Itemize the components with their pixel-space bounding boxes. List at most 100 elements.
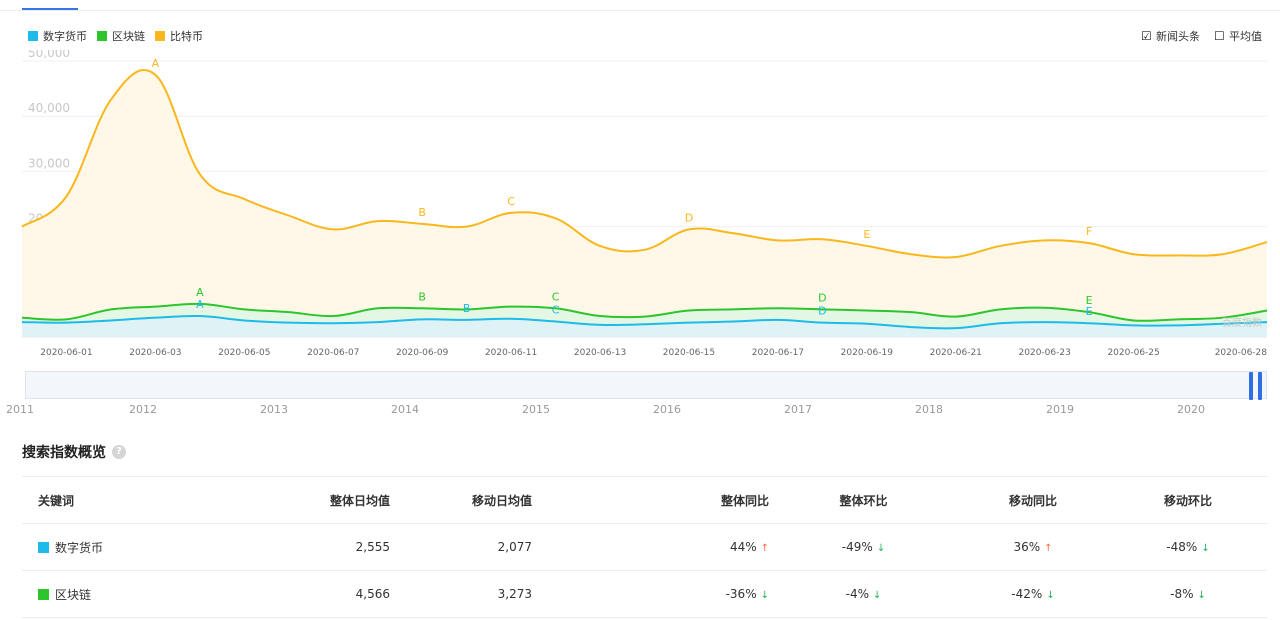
header-mobile-avg: 移动日均值	[391, 476, 533, 524]
series-line-0	[21, 69, 1268, 259]
event-marker-C: C	[552, 290, 560, 303]
cell-overall-mom: -49% ↓	[770, 523, 957, 571]
pct-value: 44%	[729, 540, 757, 554]
header-mobile-yoy: 移动同比	[957, 476, 1109, 524]
header-overall-mom: 整体环比	[770, 476, 957, 524]
navigator-year-label: 2016	[653, 403, 681, 416]
table-header-row: 关键词 整体日均值 移动日均值 整体同比 整体环比 移动同比 移动环比	[22, 476, 1267, 524]
x-tick-label: 2020-06-17	[752, 348, 804, 358]
event-marker-F: F	[1086, 225, 1092, 238]
header-mobile-mom: 移动环比	[1109, 476, 1267, 524]
cell-mobile-yoy: 36% ↑	[957, 523, 1109, 571]
event-marker-B: B	[418, 290, 426, 303]
legend-label: 比特币	[170, 30, 203, 43]
arrow-down-icon: ↓	[760, 590, 769, 601]
event-marker-E: E	[863, 228, 870, 241]
navigator-year-label: 2012	[129, 403, 157, 416]
legend-label: 数字货币	[43, 30, 87, 43]
cell-mobile-yoy: -42% ↓	[957, 570, 1109, 618]
arrow-down-icon: ↓	[1046, 590, 1055, 601]
news-headlines-toggle[interactable]: ☑ 新闻头条	[1141, 28, 1200, 44]
legend-item-bitcoin[interactable]: 比特币	[155, 28, 203, 44]
arrow-down-icon: ↓	[876, 543, 886, 554]
event-marker-A: A	[196, 286, 204, 299]
keyword-swatch	[38, 541, 49, 553]
keyword-text: 数字货币	[55, 540, 104, 555]
cell-keyword: 区块链	[22, 570, 269, 618]
event-marker-E: E	[1086, 305, 1093, 318]
help-icon[interactable]: ?	[112, 445, 126, 459]
arrow-down-icon: ↓	[1201, 543, 1210, 554]
time-range-navigator[interactable]	[25, 371, 1267, 400]
watermark: 百度指数	[1222, 316, 1262, 329]
navigator-handle-right[interactable]	[1258, 372, 1262, 400]
navigator-year-axis: 2011 2012 2013 2014 2015 2016 2017 2018 2019 2020	[0, 403, 1280, 419]
legend-swatch	[155, 31, 165, 41]
navigator-year-label: 2017	[784, 403, 812, 416]
pct-value: -48%	[1166, 540, 1198, 554]
header-keyword: 关键词	[22, 476, 269, 524]
event-marker-C: C	[552, 304, 560, 317]
navigator-year-label: 2011	[6, 403, 34, 416]
summary-title-text: 搜索指数概览	[22, 445, 106, 461]
legend-item-digital-currency[interactable]: 数字货币	[28, 28, 87, 44]
table-row: 区块链 4,566 3,273 -36% ↓ -4% ↓ -42% ↓ -8% ↓	[22, 570, 1267, 618]
pct-value: -36%	[725, 587, 757, 601]
navigator-year-label: 2013	[260, 403, 288, 416]
cell-overall-yoy: 44% ↑	[533, 523, 770, 571]
keyword-text: 区块链	[55, 587, 92, 602]
summary-table: 关键词 整体日均值 移动日均值 整体同比 整体环比 移动同比 移动环比 数字货币…	[22, 476, 1267, 618]
x-tick-label: 2020-06-23	[1019, 348, 1071, 358]
top-divider	[0, 10, 1280, 11]
pct-value: -4%	[845, 587, 869, 601]
x-tick-label: 2020-06-13	[574, 348, 626, 358]
cell-overall-yoy: -36% ↓	[533, 570, 770, 618]
average-checkbox[interactable]: ☐	[1214, 28, 1225, 43]
legend-item-blockchain[interactable]: 区块链	[97, 28, 145, 44]
x-tick-label: 2020-06-11	[485, 348, 537, 358]
arrow-up-icon: ↑	[1044, 543, 1053, 554]
average-toggle[interactable]: ☐ 平均值	[1214, 28, 1262, 44]
navigator-year-label: 2018	[915, 403, 943, 416]
pct-value: 36%	[1013, 540, 1041, 554]
news-label: 新闻头条	[1156, 30, 1200, 43]
cell-overall-avg: 2,555	[269, 523, 391, 571]
chart-legend: 数字货币 区块链 比特币	[28, 28, 203, 44]
x-tick-label: 2020-06-19	[841, 348, 894, 358]
x-tick-label: 2020-06-21	[930, 348, 982, 358]
keyword-swatch	[38, 588, 49, 600]
cell-mobile-avg: 3,273	[391, 570, 533, 618]
header-overall-yoy: 整体同比	[533, 476, 770, 524]
series-line-1	[21, 302, 1268, 322]
x-tick-label: 2020-06-05	[218, 348, 270, 358]
trend-chart[interactable]: 50,00040,00030,00020,00010,000ABCDEFABCD…	[0, 50, 1280, 360]
event-marker-E: E	[1086, 294, 1093, 307]
cell-overall-avg: 4,566	[269, 570, 391, 618]
legend-label: 区块链	[112, 30, 145, 43]
cell-mobile-mom: -8% ↓	[1109, 570, 1267, 618]
navigator-year-label: 2020	[1177, 403, 1205, 416]
series-line-2	[21, 314, 1268, 330]
event-marker-C: C	[507, 195, 515, 208]
x-tick-label: 2020-06-15	[663, 348, 715, 358]
x-tick-label: 2020-06-25	[1107, 348, 1159, 358]
news-checkbox[interactable]: ☑	[1141, 28, 1152, 43]
event-marker-A: A	[196, 298, 204, 311]
series-area-2	[22, 315, 1267, 337]
event-marker-D: D	[818, 291, 826, 304]
x-tick-label: 2020-06-03	[129, 348, 181, 358]
x-tick-label: 2020-06-28	[1215, 348, 1268, 358]
y-tick-label: 50,000	[28, 50, 70, 60]
y-tick-label: 30,000	[28, 156, 70, 170]
series-area-0	[22, 69, 1267, 337]
cell-mobile-avg: 2,077	[391, 523, 533, 571]
pct-value: -8%	[1170, 587, 1194, 601]
navigator-handle-left[interactable]	[1249, 372, 1253, 400]
event-marker-B: B	[418, 206, 426, 219]
active-tab-indicator	[22, 8, 78, 10]
event-marker-D: D	[685, 211, 693, 224]
navigator-year-label: 2019	[1046, 403, 1074, 416]
summary-section-title: 搜索指数概览 ?	[22, 442, 126, 462]
pct-value: -49%	[841, 540, 873, 554]
y-tick-label: 40,000	[28, 101, 70, 115]
